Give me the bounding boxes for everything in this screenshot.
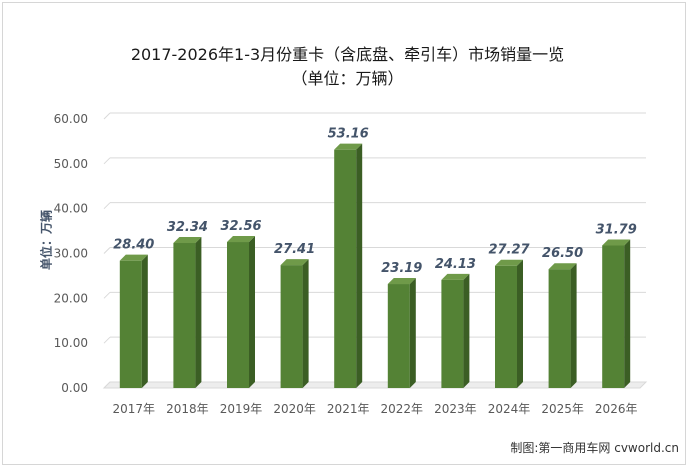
x-tick-label: 2017年 xyxy=(113,402,156,416)
data-label: 32.34 xyxy=(167,220,208,235)
x-tick-label: 2024年 xyxy=(488,402,531,416)
data-label: 24.13 xyxy=(435,257,476,272)
x-tick-label: 2026年 xyxy=(595,402,638,416)
data-label: 26.50 xyxy=(542,246,583,261)
data-label: 31.79 xyxy=(596,222,637,237)
y-tick-label: 30.00 xyxy=(54,247,88,261)
x-tick-label: 2020年 xyxy=(273,402,316,416)
bar-top xyxy=(441,273,470,280)
bar xyxy=(548,269,571,388)
bar-side xyxy=(624,239,631,388)
y-gridline-depth xyxy=(103,336,111,344)
bar-top xyxy=(602,239,631,246)
data-label: 27.27 xyxy=(488,243,530,258)
bar xyxy=(227,242,249,388)
bar xyxy=(173,243,196,388)
y-tick-label: 40.00 xyxy=(54,202,88,216)
chart-subtitle: （单位：万辆） xyxy=(291,69,404,88)
bar xyxy=(334,149,357,388)
x-tick-label: 2023年 xyxy=(434,402,477,416)
y-tick-label: 10.00 xyxy=(54,336,88,350)
bar xyxy=(495,265,517,388)
bar-side xyxy=(249,236,255,388)
bar xyxy=(387,284,410,388)
data-label: 32.56 xyxy=(220,219,261,234)
x-tick-label: 2022年 xyxy=(381,402,424,416)
y-gridline-depth xyxy=(103,157,111,165)
x-tick-label: 2021年 xyxy=(327,402,370,416)
bar-side xyxy=(517,259,523,388)
data-label: 28.40 xyxy=(113,238,154,253)
chart-title: 2017-2026年1-3月份重卡（含底盘、牵引车）市场销量一览 xyxy=(130,45,565,64)
bar-top xyxy=(173,237,202,244)
bar-top xyxy=(387,278,416,285)
bar-top xyxy=(119,254,148,261)
bar xyxy=(280,265,303,388)
x-tick-label: 2025年 xyxy=(541,402,584,416)
bar-top xyxy=(334,143,363,150)
bar xyxy=(602,245,625,388)
bar-side xyxy=(463,273,470,388)
bar-top xyxy=(227,236,255,243)
bar-top xyxy=(548,263,577,270)
bar-top xyxy=(280,259,309,266)
bar-side xyxy=(302,259,309,388)
y-tick-label: 60.00 xyxy=(54,112,88,126)
y-gridline-depth xyxy=(103,112,111,120)
x-tick-label: 2019年 xyxy=(220,402,263,416)
y-gridline-depth xyxy=(103,202,111,210)
data-label: 27.41 xyxy=(274,242,315,257)
data-label: 23.19 xyxy=(381,261,422,276)
bar-side xyxy=(409,278,416,388)
data-label: 53.16 xyxy=(328,127,369,142)
bar-side xyxy=(570,263,577,388)
bar xyxy=(119,260,142,388)
bar-side xyxy=(195,237,202,388)
y-tick-label: 0.00 xyxy=(61,381,88,395)
bar-top xyxy=(495,259,523,266)
bar-side xyxy=(356,143,363,388)
y-gridline-depth xyxy=(103,291,111,299)
bar-side xyxy=(141,254,148,388)
bar xyxy=(441,279,464,388)
x-tick-label: 2018年 xyxy=(166,402,209,416)
y-tick-label: 20.00 xyxy=(54,291,88,305)
y-gridline-depth xyxy=(103,247,111,254)
source-credit: 制图:第一商用车网 cvworld.cn xyxy=(510,441,679,455)
y-tick-label: 50.00 xyxy=(54,157,88,171)
